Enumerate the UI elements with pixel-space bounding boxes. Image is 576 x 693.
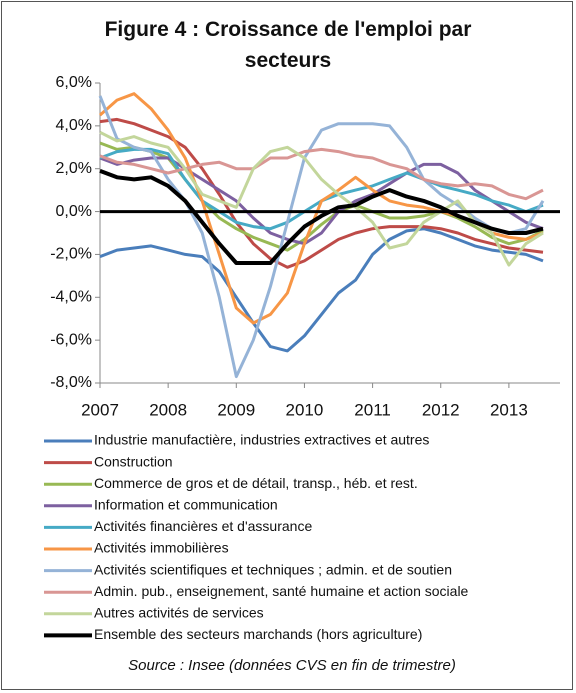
legend-label: Activités scientifiques et techniques ; …: [94, 561, 452, 577]
legend-label: Construction: [94, 453, 173, 469]
series-line: [99, 227, 544, 353]
series-line: [99, 92, 544, 325]
x-tick-label: 2012: [422, 400, 460, 419]
legend-label: Ensemble des secteurs marchands (hors ag…: [94, 626, 422, 642]
x-tick-label: 2008: [149, 400, 187, 419]
y-tick-label: -2,0%: [50, 246, 92, 263]
x-tick-label: 2009: [217, 400, 255, 419]
series-line: [98, 95, 545, 379]
legend-label: Activités immobilières: [94, 540, 229, 556]
y-tick-label: 4,0%: [56, 117, 92, 134]
legend-label: Activités financières et d'assurance: [94, 518, 312, 534]
x-tick-label: 2011: [354, 400, 391, 419]
legend-label: Industrie manufactière, industries extra…: [94, 432, 429, 448]
legend-label: Autres activités de services: [94, 605, 264, 621]
source-note: Source : Insee (données CVS en fin de tr…: [128, 657, 456, 674]
y-tick-label: 0,0%: [56, 203, 92, 220]
x-tick-label: 2013: [490, 400, 528, 419]
series-line: [99, 147, 544, 201]
x-tick-label: 2010: [286, 400, 324, 419]
series-line: [99, 169, 544, 265]
y-tick-label: 6,0%: [56, 74, 92, 91]
series-line: [99, 141, 544, 252]
legend-label: Admin. pub., enseignement, santé humaine…: [94, 583, 469, 599]
legend-label: Information et communication: [94, 497, 278, 513]
y-tick-label: 2,0%: [56, 160, 92, 177]
y-tick-label: -4,0%: [50, 289, 92, 306]
y-tick-label: -8,0%: [50, 374, 92, 391]
y-tick-label: -6,0%: [50, 331, 92, 348]
legend-label: Commerce de gros et de détail, transp., …: [94, 475, 418, 491]
chart-title: Figure 4 : Croissance de l'emploi par se…: [104, 18, 472, 72]
series-line: [99, 130, 544, 267]
x-tick-label: 2007: [81, 400, 119, 419]
